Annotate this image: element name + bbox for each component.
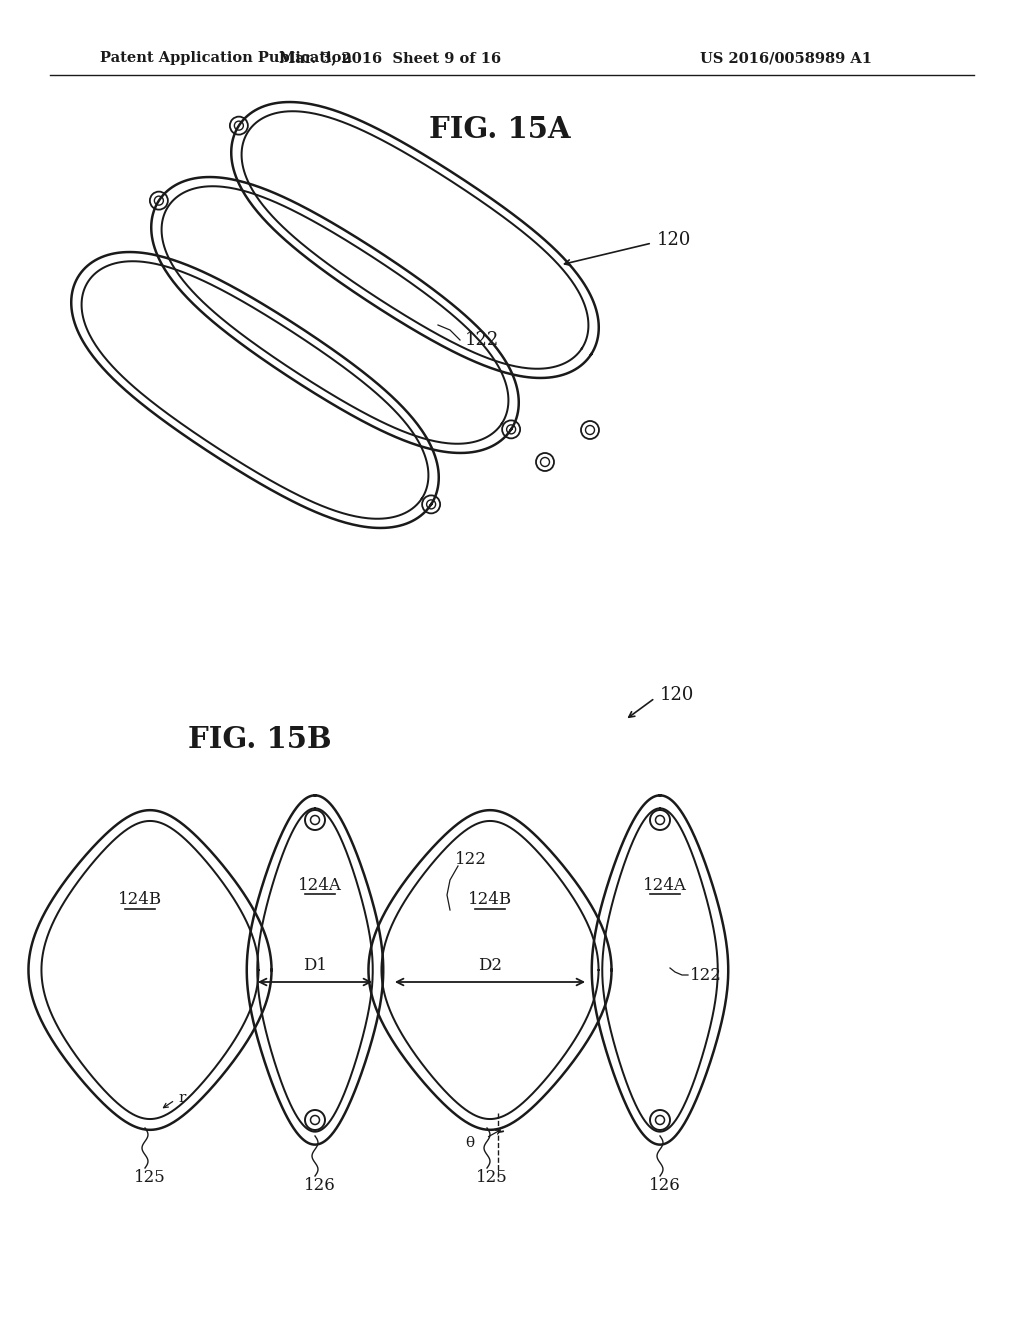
Text: 125: 125 [134, 1170, 166, 1187]
Text: r: r [178, 1092, 185, 1105]
Text: D1: D1 [303, 957, 327, 974]
Text: 124B: 124B [468, 891, 512, 908]
Text: 122: 122 [465, 331, 500, 348]
Text: 122: 122 [690, 966, 722, 983]
Text: 126: 126 [304, 1177, 336, 1195]
Text: US 2016/0058989 A1: US 2016/0058989 A1 [700, 51, 872, 65]
Text: FIG. 15A: FIG. 15A [429, 116, 570, 144]
Text: D2: D2 [478, 957, 502, 974]
Text: 120: 120 [660, 686, 694, 704]
Text: FIG. 15B: FIG. 15B [188, 726, 332, 755]
Text: 124B: 124B [118, 891, 162, 908]
Text: 120: 120 [657, 231, 691, 249]
Text: Mar. 3, 2016  Sheet 9 of 16: Mar. 3, 2016 Sheet 9 of 16 [279, 51, 501, 65]
Text: 124A: 124A [643, 876, 687, 894]
Text: θ: θ [466, 1137, 474, 1150]
Text: 124A: 124A [298, 876, 342, 894]
Text: 125: 125 [476, 1170, 508, 1187]
Text: 126: 126 [649, 1177, 681, 1195]
Text: 122: 122 [455, 851, 486, 869]
Text: Patent Application Publication: Patent Application Publication [100, 51, 352, 65]
